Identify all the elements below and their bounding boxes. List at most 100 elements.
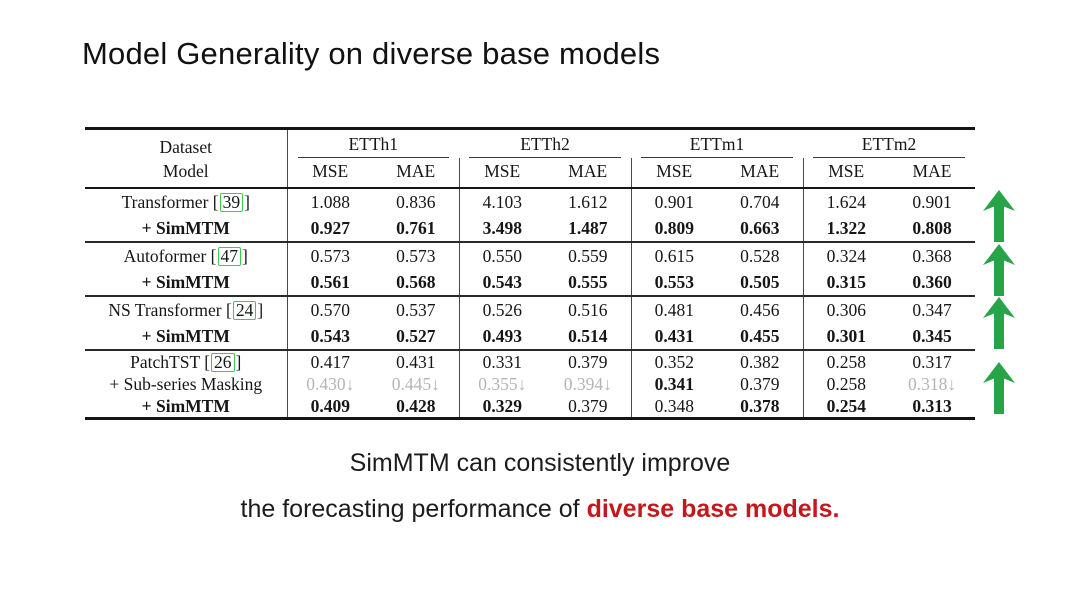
metric-value-cell: 0.455 xyxy=(740,326,780,346)
metric-value-cell: 0.514 xyxy=(568,326,608,346)
model-label: + SimMTM xyxy=(141,326,230,346)
table-row: + Sub-series Masking 0.430↓ 0.445↓ 0.355↓ 0.… xyxy=(85,373,975,395)
table-row: NS Transformer [24] 0.570 0.537 0.526 0.516 0… xyxy=(85,295,975,323)
header-model-label: Model xyxy=(85,158,287,189)
metric-value-cell: 1.322 xyxy=(802,215,889,242)
metric-header: MAE xyxy=(889,158,975,189)
model-group: Autoformer [47] 0.573 0.573 0.550 0.559 0.615… xyxy=(85,241,975,296)
results-table: Dataset ETTh1 ETTh2 ETTm1 ETTm2 Model MSE MA… xyxy=(85,127,975,420)
metric-header: MSE xyxy=(286,158,373,189)
metric-value-cell: 0.559 xyxy=(545,241,631,269)
up-arrow-icon xyxy=(983,190,1015,242)
caption-line-2-prefix: the forecasting performance of xyxy=(240,495,587,523)
metric-value-cell: 0.347 xyxy=(889,295,975,323)
table-row: Autoformer [47] 0.573 0.573 0.550 0.559 0.615… xyxy=(85,241,975,269)
metric-value-cell: 0.505 xyxy=(740,272,780,292)
model-label: PatchTST [26] xyxy=(85,349,287,373)
up-arrow-icon xyxy=(983,362,1015,414)
metric-value-cell: 0.258 xyxy=(802,373,889,395)
improvement-arrows xyxy=(982,0,1018,608)
metric-value-cell: 0.901 xyxy=(630,188,717,215)
table-row: + SimMTM 0.561 0.568 0.543 0.555 0.553 0.505 0.… xyxy=(85,269,975,296)
metric-value-cell: 0.254 xyxy=(802,395,889,419)
metric-value-cell: 0.615 xyxy=(630,241,717,269)
up-arrow-icon xyxy=(983,244,1015,296)
model-label: + Sub-series Masking xyxy=(109,373,263,394)
metric-value-cell: 0.428 xyxy=(396,395,436,416)
model-label: + SimMTM xyxy=(141,218,230,238)
dataset-header-label: ETTh2 xyxy=(520,134,570,154)
metric-value-cell: 4.103 xyxy=(458,188,545,215)
metric-value-cell: 0.409 xyxy=(286,395,373,419)
metric-value-cell: 0.431 xyxy=(373,349,459,373)
metric-value-cell: 0.537 xyxy=(373,295,459,323)
citation-link[interactable]: 39 xyxy=(219,193,244,212)
metric-value-cell: 0.493 xyxy=(458,323,545,350)
metric-value-cell: 1.487 xyxy=(568,218,608,238)
metric-value-cell: 0.331 xyxy=(458,349,545,373)
metric-value-cell: 0.317 xyxy=(889,349,975,373)
model-group: Transformer [39] 1.088 0.836 4.103 1.612 0.90… xyxy=(85,188,975,242)
metric-value-cell: 0.324 xyxy=(802,241,889,269)
metric-value-cell: 0.573 xyxy=(286,241,373,269)
metric-header: MAE xyxy=(717,158,803,189)
metric-value-cell: 0.382 xyxy=(717,349,803,373)
dataset-header-label: ETTh1 xyxy=(348,134,399,154)
metric-value-cell: 0.901 xyxy=(912,192,952,212)
citation-link[interactable]: 24 xyxy=(232,301,257,320)
metric-value-cell: 0.927 xyxy=(286,215,373,242)
metric-value-cell: 0.306 xyxy=(802,295,889,323)
column-rule xyxy=(297,157,449,158)
caption-line-2: the forecasting performance of diverse b… xyxy=(0,495,1080,524)
metric-value-cell: 0.573 xyxy=(373,241,459,269)
metric-value-cell: 0.345 xyxy=(912,326,952,346)
metric-value-cell: 0.417 xyxy=(286,349,373,373)
metric-value-cell: 0.553 xyxy=(630,269,717,296)
metric-value-cell: 0.258 xyxy=(802,349,889,373)
takeaway-caption: SimMTM can consistently improve the fore… xyxy=(0,449,1080,541)
metric-value-cell: 0.761 xyxy=(396,218,436,238)
dataset-header: ETTh2 xyxy=(459,129,631,158)
metric-value-cell: 0.301 xyxy=(802,323,889,350)
metric-value-cell: 0.379 xyxy=(545,349,631,373)
table-row: PatchTST [26] 0.417 0.431 0.331 0.379 0.352 0.… xyxy=(85,349,975,373)
metric-header: MSE xyxy=(630,158,717,189)
metric-value-cell: 0.481 xyxy=(630,295,717,323)
citation-link[interactable]: 26 xyxy=(211,352,235,372)
metric-value-cell: 1.612 xyxy=(568,192,608,212)
model-group: NS Transformer [24] 0.570 0.537 0.526 0.516 0… xyxy=(85,295,975,350)
metric-value-cell: 0.543 xyxy=(286,323,373,350)
metric-value-cell: 0.313 xyxy=(912,395,952,416)
metric-value-cell: 0.456 xyxy=(717,295,803,323)
metric-value-cell: 0.445↓ xyxy=(391,373,440,394)
column-rule xyxy=(813,157,965,158)
metric-header: MAE xyxy=(545,158,631,189)
metric-value-cell: 0.527 xyxy=(396,326,436,346)
metric-value-cell: 0.526 xyxy=(458,295,545,323)
header-row-datasets: Dataset ETTh1 ETTh2 ETTm1 ETTm2 xyxy=(85,128,975,158)
metric-value-cell: 0.329 xyxy=(458,395,545,419)
model-label: + SimMTM xyxy=(141,395,230,416)
metric-value-cell: 0.663 xyxy=(740,218,780,238)
metric-value-cell: 0.352 xyxy=(630,349,717,373)
model-label: NS Transformer [24] xyxy=(85,295,287,323)
metric-value-cell: 0.318↓ xyxy=(907,373,957,394)
metric-value-cell: 0.379 xyxy=(740,373,780,394)
model-label: Transformer [39] xyxy=(121,192,250,212)
metric-value-cell: 0.550 xyxy=(458,241,545,269)
metric-value-cell: 1.088 xyxy=(286,188,373,215)
metric-header: MAE xyxy=(373,158,459,189)
model-group: PatchTST [26] 0.417 0.431 0.331 0.379 0.352 0.… xyxy=(85,349,975,419)
column-rule xyxy=(469,157,621,158)
dataset-header: ETTm2 xyxy=(803,129,975,158)
metric-value-cell: 0.368 xyxy=(889,241,975,269)
metric-header: MSE xyxy=(458,158,545,189)
citation-link[interactable]: 47 xyxy=(217,247,241,266)
metric-value-cell: 0.543 xyxy=(458,269,545,296)
metric-value-cell: 0.355↓ xyxy=(458,373,545,395)
metric-value-cell: 0.570 xyxy=(286,295,373,323)
metric-value-cell: 0.341 xyxy=(630,373,717,395)
metric-value-cell: 0.379 xyxy=(568,395,608,416)
metric-value-cell: 0.561 xyxy=(286,269,373,296)
